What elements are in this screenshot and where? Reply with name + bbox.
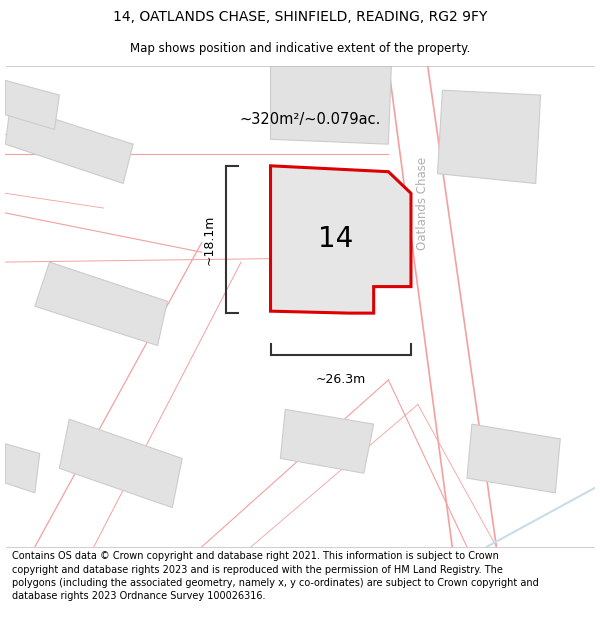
Polygon shape xyxy=(271,166,411,313)
Polygon shape xyxy=(5,105,133,184)
Polygon shape xyxy=(280,409,374,473)
Text: Map shows position and indicative extent of the property.: Map shows position and indicative extent… xyxy=(130,42,470,54)
Polygon shape xyxy=(437,90,541,184)
Polygon shape xyxy=(271,66,391,144)
Polygon shape xyxy=(5,81,59,129)
Polygon shape xyxy=(467,424,560,493)
Text: Contains OS data © Crown copyright and database right 2021. This information is : Contains OS data © Crown copyright and d… xyxy=(12,551,539,601)
Text: ~320m²/~0.079ac.: ~320m²/~0.079ac. xyxy=(239,112,380,127)
Text: 14, OATLANDS CHASE, SHINFIELD, READING, RG2 9FY: 14, OATLANDS CHASE, SHINFIELD, READING, … xyxy=(113,10,487,24)
Text: ~26.3m: ~26.3m xyxy=(316,373,366,386)
Polygon shape xyxy=(35,262,167,346)
Polygon shape xyxy=(59,419,182,508)
Text: Oatlands Chase: Oatlands Chase xyxy=(416,156,429,249)
Text: ~18.1m: ~18.1m xyxy=(202,214,215,264)
Polygon shape xyxy=(5,444,40,493)
Text: 14: 14 xyxy=(318,226,353,254)
